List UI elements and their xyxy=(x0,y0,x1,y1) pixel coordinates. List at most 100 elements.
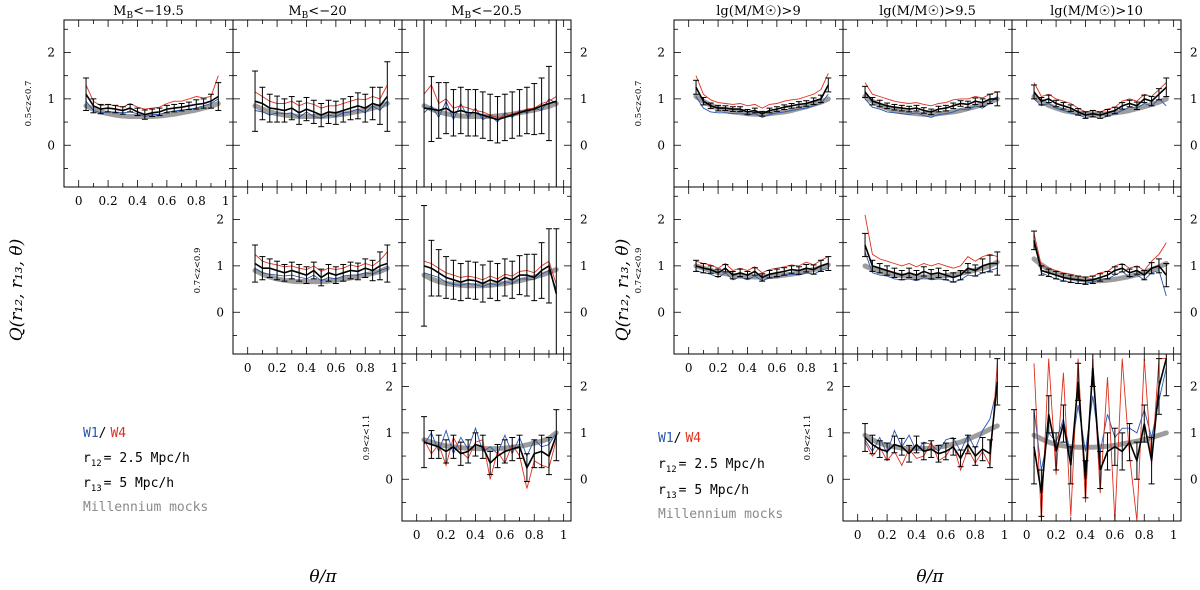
series-mean xyxy=(1033,240,1167,282)
legend-r13-sub-right: 13 xyxy=(666,491,677,501)
column-title: MB<−19.5 xyxy=(113,4,184,21)
x-tick-label: 0 xyxy=(1023,528,1031,542)
y-tick-label: 0 xyxy=(47,138,55,152)
y-tick-label: 2 xyxy=(385,379,393,393)
x-tick-label: 0.8 xyxy=(356,361,375,375)
x-tick-label: 0.6 xyxy=(157,194,176,208)
column-title: lg(M/M☉)>9 xyxy=(716,4,800,19)
column-title: lg(M/M☉)>9.5 xyxy=(879,4,976,19)
x-tick-label: 1 xyxy=(832,361,840,375)
series-w4 xyxy=(864,82,998,107)
y-tick-label: 2 xyxy=(580,379,588,393)
panel-luminosity-0-0 xyxy=(63,19,234,188)
series-mean xyxy=(695,262,829,279)
x-tick-label: 1 xyxy=(1170,528,1178,542)
panel-luminosity-2-1 xyxy=(401,186,572,355)
y-tick-label: 0 xyxy=(826,472,834,486)
y-tick-label: 0 xyxy=(1190,138,1198,152)
series-mean xyxy=(1033,358,1168,494)
legend-w1: W1 xyxy=(83,426,99,441)
x-tick-label: 0.8 xyxy=(966,528,985,542)
x-tick-label: 0.4 xyxy=(297,361,316,375)
y-tick-label: 2 xyxy=(1190,45,1198,59)
y-tick-label: 2 xyxy=(580,45,588,59)
x-tick-label: 0.6 xyxy=(1105,528,1124,542)
y-tick-label: 2 xyxy=(1190,212,1198,226)
y-tick-label: 2 xyxy=(826,379,834,393)
panel-luminosity-2-2 xyxy=(401,353,572,522)
series-mean xyxy=(695,84,830,115)
y-axis-title-right: Q(r₁₂, r₁₃, θ) xyxy=(613,239,633,342)
x-tick-label: 0.2 xyxy=(709,361,728,375)
series-mean xyxy=(254,262,388,279)
y-tick-label: 1 xyxy=(657,92,665,106)
plot-area xyxy=(252,61,391,132)
y-tick-label: 0 xyxy=(216,305,224,319)
plot-area xyxy=(1031,230,1170,297)
panel-mass-1-0 xyxy=(842,19,1013,188)
x-tick-label: 0.2 xyxy=(878,528,897,542)
svg-text:r12= 2.5 Mpc/h: r12 = 2.5 Mpc/h xyxy=(83,451,190,469)
row-label: 0.7<z<0.9 xyxy=(193,248,203,294)
legend-r13-value-right: = 5 Mpc/h xyxy=(679,483,749,498)
legend-w4: W4 xyxy=(110,426,126,441)
panel-mass-1-1 xyxy=(842,186,1013,355)
legend-mocks-right: Millennium mocks xyxy=(658,507,783,522)
legend-r12-label-right: r xyxy=(658,457,666,472)
plot-area xyxy=(862,214,1001,283)
series-w4 xyxy=(864,214,998,269)
panel-frame xyxy=(401,186,572,355)
y-tick-label: 1 xyxy=(1190,259,1198,273)
y-tick-label: 2 xyxy=(47,45,55,59)
row-label: 0.9<z<1.1 xyxy=(803,415,813,461)
y-tick-label: 1 xyxy=(657,259,665,273)
column-title: MB<−20.5 xyxy=(451,4,522,21)
y-tick-label: 1 xyxy=(1190,426,1198,440)
plot-area xyxy=(693,256,832,282)
x-tick-label: 0.2 xyxy=(437,528,456,542)
legend-slash-right: / xyxy=(674,431,682,446)
y-tick-label: 2 xyxy=(216,212,224,226)
legend-r13-label: r xyxy=(83,476,91,491)
panel-frame xyxy=(401,353,572,522)
series-mean xyxy=(254,96,388,116)
y-tick-label: 0 xyxy=(1190,305,1198,319)
plot-area xyxy=(252,244,391,287)
y-tick-label: 0 xyxy=(580,138,588,152)
panel-mass-0-1 xyxy=(673,186,844,355)
panel-frame xyxy=(1011,353,1182,522)
column-title: MB<−20 xyxy=(288,4,346,21)
series-mean xyxy=(1033,86,1167,116)
column-title: lg(M/M☉)>10 xyxy=(1050,4,1143,19)
panel-mass-2-0 xyxy=(1011,19,1182,188)
x-tick-label: 0 xyxy=(413,528,421,542)
panel-mass-1-2 xyxy=(842,353,1013,522)
series-mean xyxy=(423,264,558,294)
x-tick-label: 0.4 xyxy=(907,528,926,542)
legend-r13-sub: 13 xyxy=(91,484,102,494)
plot-area xyxy=(1031,354,1170,521)
legend-r13-label-right: r xyxy=(658,483,666,498)
x-tick-label: 0.4 xyxy=(1076,528,1095,542)
x-axis-title-right: θ/π xyxy=(916,567,944,587)
y-tick-label: 2 xyxy=(657,45,665,59)
legend-right: W1/W4 r12 = 2.5 Mpc/h r13 = 5 Mpc/h Millen… xyxy=(658,431,783,522)
series-mean xyxy=(85,93,219,116)
plot-area xyxy=(1031,77,1170,119)
panel-mass-2-1 xyxy=(1011,186,1182,355)
y-tick-label: 0 xyxy=(657,305,665,319)
x-tick-label: 1 xyxy=(222,194,230,208)
legend-r12-sub-right: 12 xyxy=(666,465,677,475)
series-mean xyxy=(423,100,557,121)
plot-area xyxy=(421,409,560,489)
legend-r12-value-right: = 2.5 Mpc/h xyxy=(679,457,765,472)
svg-text:W1/W4: W1/W4 xyxy=(83,426,126,441)
y-tick-label: 0 xyxy=(1190,472,1198,486)
y-tick-label: 0 xyxy=(657,138,665,152)
y-tick-label: 1 xyxy=(580,426,588,440)
x-tick-label: 0.6 xyxy=(495,528,514,542)
svg-text:r13= 5 Mpc/h: r13 = 5 Mpc/h xyxy=(83,476,174,494)
panel-frame xyxy=(232,19,403,188)
legend-r12-label: r xyxy=(83,451,91,466)
panel-mass-0-0 xyxy=(673,19,844,188)
